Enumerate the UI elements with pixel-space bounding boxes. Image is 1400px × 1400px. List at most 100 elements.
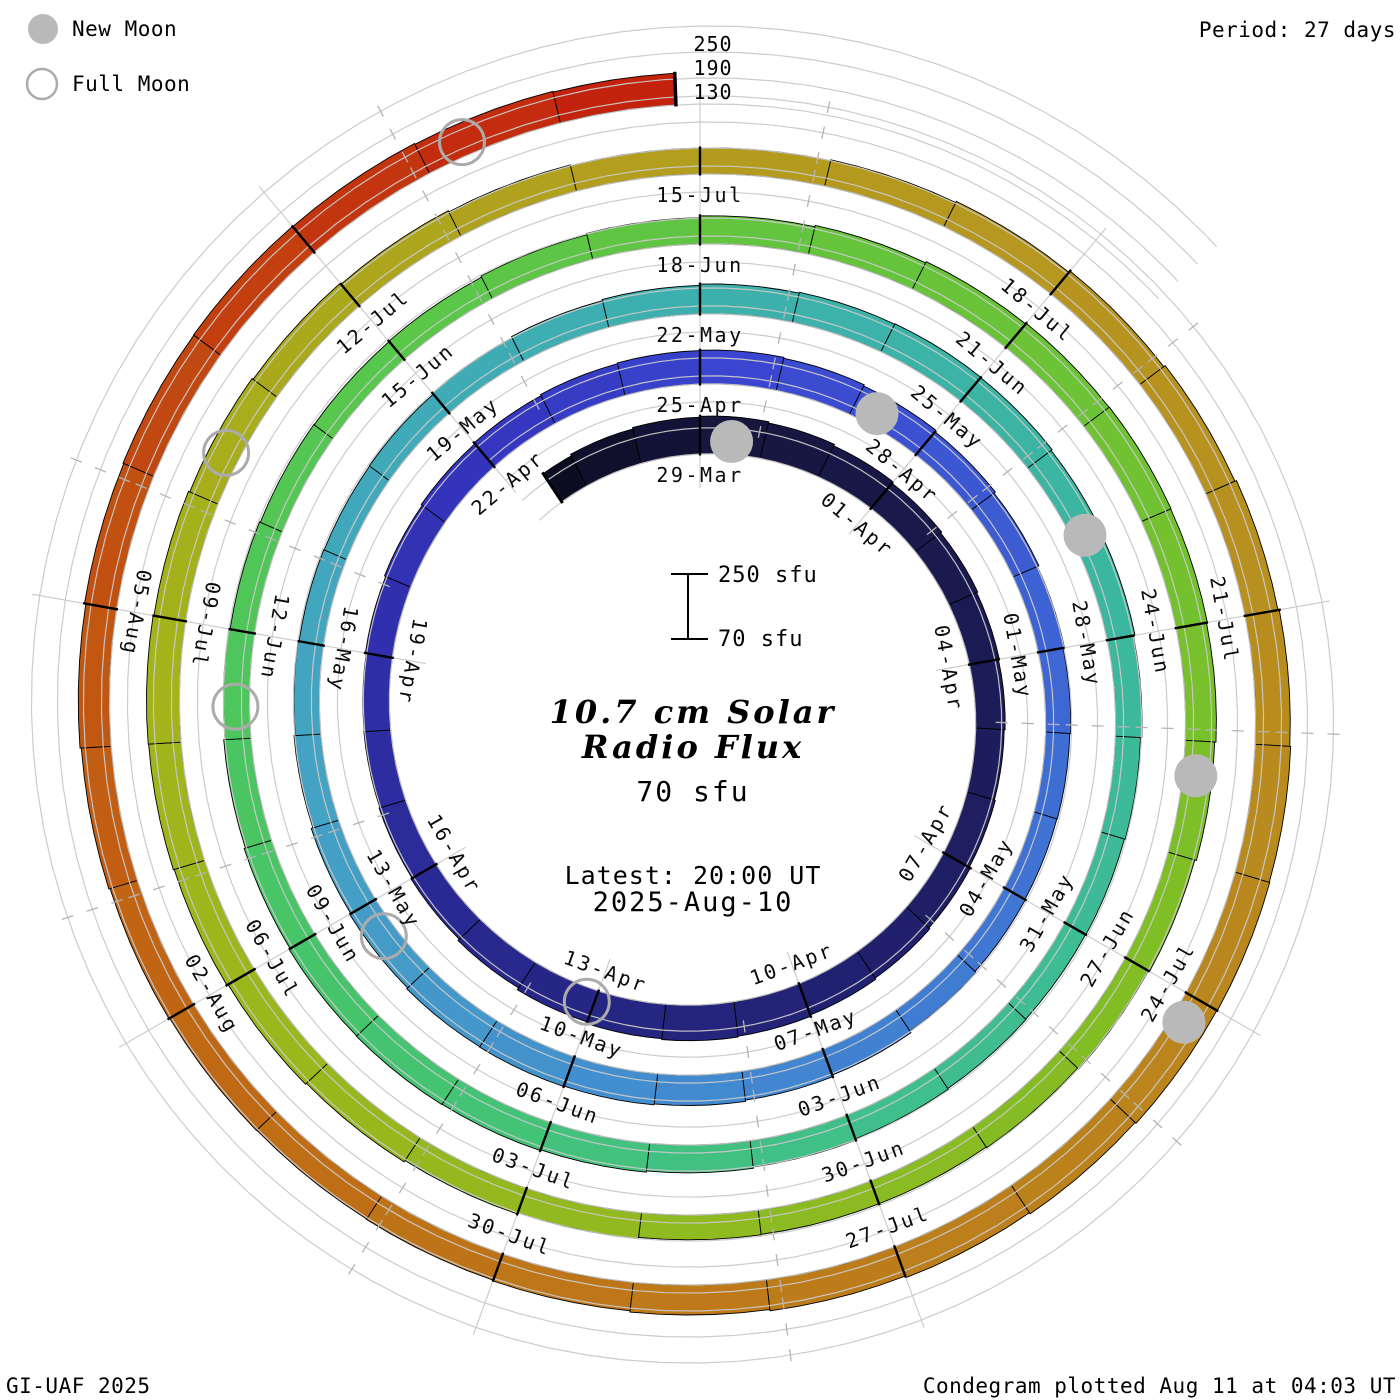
grid-tick — [265, 535, 277, 542]
flux-tick — [288, 932, 317, 951]
flux-tick — [348, 897, 378, 916]
grid-tick — [967, 494, 978, 504]
grid-tick — [782, 306, 787, 319]
date-label: 18-Jun — [656, 253, 743, 277]
grid-tick — [219, 863, 232, 869]
new-moon-marker — [1174, 754, 1218, 798]
flux-tick — [1123, 955, 1151, 973]
full-moon-marker — [211, 682, 260, 731]
grid-tick — [330, 561, 342, 568]
flux-tick — [958, 375, 983, 404]
grid-tick — [409, 167, 417, 179]
grid-tick — [785, 1323, 789, 1336]
grid-tick — [749, 1071, 753, 1084]
flux-day-segment — [362, 652, 393, 733]
flux-tick — [225, 967, 257, 987]
grid-tick — [1036, 440, 1048, 449]
scale-bar-top-label: 250 sfu — [718, 563, 818, 588]
grid-tick — [1022, 451, 1034, 461]
grid-tick — [777, 332, 782, 345]
flux-tick — [1184, 990, 1219, 1013]
grid-tick — [200, 509, 212, 516]
grid-tick — [1147, 354, 1158, 363]
grid-tick — [797, 238, 802, 251]
flux-tick — [892, 1244, 907, 1278]
flux-tick — [1243, 608, 1282, 618]
sfu-scale-bar — [671, 573, 708, 640]
flux-tick — [538, 1120, 553, 1153]
grid-tick — [746, 1046, 750, 1059]
radial-scale-labels: 250 190 130 — [693, 32, 732, 104]
grid-tick — [963, 949, 974, 959]
grid-tick — [449, 1101, 458, 1112]
grid-tick — [779, 1279, 783, 1292]
grid-tick — [763, 400, 767, 413]
grid-tick — [194, 871, 207, 877]
grid-tick — [532, 398, 540, 410]
grid-tick — [757, 425, 762, 438]
full-moon-marker — [202, 428, 251, 477]
grid-tick — [812, 169, 816, 182]
grid-tick — [815, 152, 820, 165]
period-label: Period: 27 days — [1199, 18, 1396, 42]
chart-title-line1: 10.7 cm Solar — [550, 693, 837, 731]
moon-legend: New Moon Full Moon — [25, 14, 190, 101]
flux-tick — [1036, 646, 1065, 654]
grid-tick — [135, 483, 147, 490]
grid-tick — [510, 1004, 518, 1016]
date-label: 15-Jul — [656, 183, 743, 207]
flux-tick — [941, 850, 973, 870]
flux-tick — [869, 1179, 881, 1206]
new-moon-marker — [1162, 1000, 1206, 1044]
grid-tick — [434, 213, 442, 225]
flux-tick — [821, 1047, 835, 1079]
full-moon-marker — [562, 977, 611, 1026]
grid-tick — [473, 1063, 481, 1075]
flux-tick — [152, 614, 188, 623]
radial-scale-250: 250 — [693, 32, 732, 56]
flux-tick — [410, 862, 439, 881]
full-moon-icon — [25, 67, 59, 101]
gridline-ticks — [61, 101, 1340, 1362]
grid-tick — [442, 229, 450, 241]
grid-tick — [412, 1160, 421, 1172]
grid-tick — [977, 961, 988, 971]
radial-scale-130: 130 — [693, 80, 732, 104]
grid-tick — [523, 982, 532, 994]
grid-tick — [475, 290, 483, 303]
grid-tick — [385, 1204, 393, 1216]
full-moon-marker — [359, 912, 408, 961]
grid-tick — [347, 1263, 356, 1275]
grid-tick — [486, 1041, 495, 1053]
grid-tick — [327, 828, 340, 834]
grid-tick — [378, 581, 390, 588]
flux-baseline-label: 70 sfu — [636, 775, 749, 808]
flux-tick — [339, 282, 362, 308]
grid-tick — [389, 128, 397, 140]
grid-tick — [756, 1115, 760, 1128]
date-label: 22-May — [656, 323, 743, 347]
flux-day-segment — [661, 1001, 739, 1042]
flux-tick — [1003, 321, 1029, 350]
grid-tick — [1057, 424, 1068, 433]
flux-tick — [228, 627, 257, 635]
grid-tick — [70, 457, 83, 463]
flux-tick — [472, 440, 497, 469]
grid-tick — [455, 252, 462, 264]
gridline-250-sfu — [30, 25, 1335, 1364]
grid-tick — [786, 288, 791, 302]
new-moon-marker — [1063, 513, 1107, 557]
grid-tick — [1077, 408, 1089, 417]
latest-date-label: 2025-Aug-10 — [593, 887, 794, 918]
flux-tick — [913, 429, 937, 457]
grid-tick — [944, 932, 955, 942]
grid-tick — [520, 375, 528, 387]
full-moon-legend-label: Full Moon — [72, 72, 190, 96]
grid-tick — [500, 336, 507, 349]
grid-tick — [1171, 1136, 1182, 1146]
grid-tick — [94, 466, 107, 473]
flux-tick — [1174, 621, 1209, 630]
grid-tick — [377, 105, 384, 117]
grid-tick — [1047, 723, 1060, 726]
